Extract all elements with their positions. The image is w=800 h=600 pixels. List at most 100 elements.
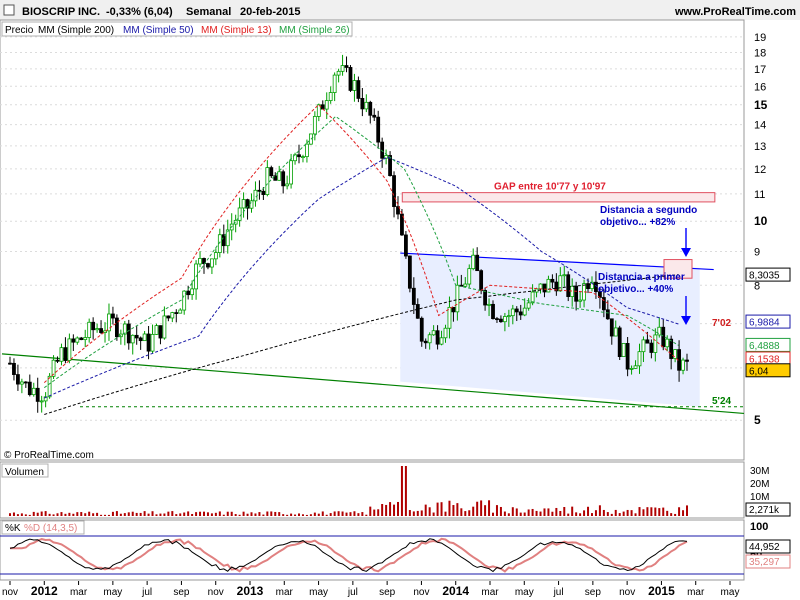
- candle-body: [447, 306, 452, 329]
- moving-averages: [43, 104, 679, 415]
- candle-body: [518, 311, 523, 316]
- candle-body: [340, 65, 345, 72]
- candle-body: [95, 328, 99, 331]
- legend-ma26[interactable]: MM (Simple 26): [279, 25, 350, 36]
- candle-body: [455, 284, 460, 313]
- candle-body: [617, 327, 622, 357]
- legend-ma50[interactable]: MM (Simple 50): [123, 25, 194, 36]
- candle-body: [392, 175, 396, 207]
- time-tick-label: nov: [619, 587, 635, 598]
- candle-body: [12, 362, 16, 375]
- candle-body: [162, 315, 167, 339]
- level-702-label: 7'02: [712, 318, 732, 329]
- candle-body: [415, 304, 420, 319]
- candle-body: [305, 143, 309, 158]
- price-tick-label: 11: [754, 189, 765, 201]
- window-menu-icon[interactable]: [3, 4, 15, 16]
- support-line: [1, 353, 745, 415]
- candle-body: [637, 351, 642, 367]
- ma-line-3: [43, 104, 679, 383]
- price-tick-label: 12: [754, 164, 766, 176]
- candle-body: [495, 318, 499, 321]
- candle-body: [526, 302, 531, 309]
- legend-price[interactable]: Precio: [5, 25, 34, 36]
- candle-body: [633, 365, 638, 369]
- candle-body: [463, 283, 468, 287]
- time-tick-label: 2014: [442, 584, 469, 598]
- price-panel: GAP entre 10'77 y 10'97 Distancia a segun…: [0, 19, 791, 461]
- candle-body: [578, 299, 583, 302]
- candle-body: [150, 333, 155, 352]
- candle-body: [546, 278, 551, 293]
- stoch-k-value: 44,952: [749, 542, 780, 553]
- candle-body: [609, 318, 614, 337]
- time-tick-label: sep: [379, 587, 396, 598]
- header-date: 20-feb-2015: [240, 6, 301, 18]
- candle-body: [249, 200, 254, 209]
- candle-body: [186, 290, 191, 296]
- candle-body: [265, 167, 270, 195]
- candle-body: [166, 315, 171, 319]
- candle-body: [63, 347, 68, 361]
- candle-body: [562, 274, 567, 277]
- candle-body: [471, 254, 476, 270]
- ma-line-0: [44, 274, 679, 415]
- candle-body: [550, 278, 555, 283]
- candle-body: [352, 80, 357, 91]
- candle-body: [67, 338, 72, 361]
- candle-body: [154, 325, 159, 335]
- candle-body: [613, 327, 618, 337]
- candle-body: [491, 303, 495, 320]
- time-tick-label: nov: [208, 587, 224, 598]
- target2-label-2: objetivo... +82%: [600, 217, 675, 228]
- stoch-title-k[interactable]: %K: [5, 523, 21, 534]
- candle-body: [475, 254, 480, 272]
- candle-body: [574, 285, 579, 302]
- price-tick-label: 19: [754, 32, 766, 44]
- stoch-d-box: [745, 554, 791, 569]
- candle-body: [297, 154, 301, 158]
- candle-body: [91, 321, 96, 331]
- gap-box: [401, 192, 716, 203]
- time-tick-label: may: [103, 587, 122, 598]
- volume-title[interactable]: Volumen: [5, 467, 44, 478]
- candle-body: [443, 327, 448, 339]
- price-tick-label: 5: [754, 413, 761, 427]
- candle-body: [312, 116, 317, 135]
- candle-body: [158, 325, 163, 339]
- candle-body: [625, 343, 630, 370]
- candle-body: [510, 308, 515, 317]
- volume-panel: Volumen 30M 20M 10M 2,271k: [0, 461, 791, 519]
- header-change: -0,33% (6,04): [106, 6, 173, 18]
- time-tick-label: sep: [173, 587, 190, 598]
- candle-body: [87, 321, 92, 338]
- stoch-title-d[interactable]: %D (14,3,5): [24, 523, 77, 534]
- annotations: GAP entre 10'77 y 10'97 Distancia a segun…: [494, 182, 732, 407]
- time-tick-label: 2015: [648, 584, 675, 598]
- legend-ma200[interactable]: MM (Simple 200): [38, 25, 114, 36]
- candle-body: [522, 307, 527, 316]
- candle-body: [669, 338, 674, 359]
- candle-body: [605, 309, 610, 320]
- candle-body: [439, 337, 444, 345]
- candle-body: [122, 323, 127, 335]
- header-site[interactable]: www.ProRealTime.com: [674, 6, 796, 18]
- stochastic-lines: [9, 537, 688, 573]
- price-tick-label: 10: [754, 214, 768, 228]
- candle-body: [210, 258, 214, 268]
- target1-label-2: objetivo... +40%: [598, 284, 673, 295]
- candle-body: [621, 343, 626, 357]
- stoch-k-line: [9, 538, 688, 573]
- candle-body: [629, 367, 634, 370]
- candle-body: [324, 100, 329, 110]
- candle-body: [111, 313, 115, 319]
- volume-tick-20m: 20M: [750, 479, 769, 490]
- candle-body: [257, 189, 262, 192]
- candle-body: [16, 374, 20, 385]
- candle-body: [261, 190, 266, 195]
- stoch-d-line: [10, 537, 688, 573]
- candle-body: [277, 171, 282, 181]
- time-tick-label: mar: [687, 587, 705, 598]
- legend-ma13[interactable]: MM (Simple 13): [201, 25, 272, 36]
- label-ma50-box: [745, 314, 791, 329]
